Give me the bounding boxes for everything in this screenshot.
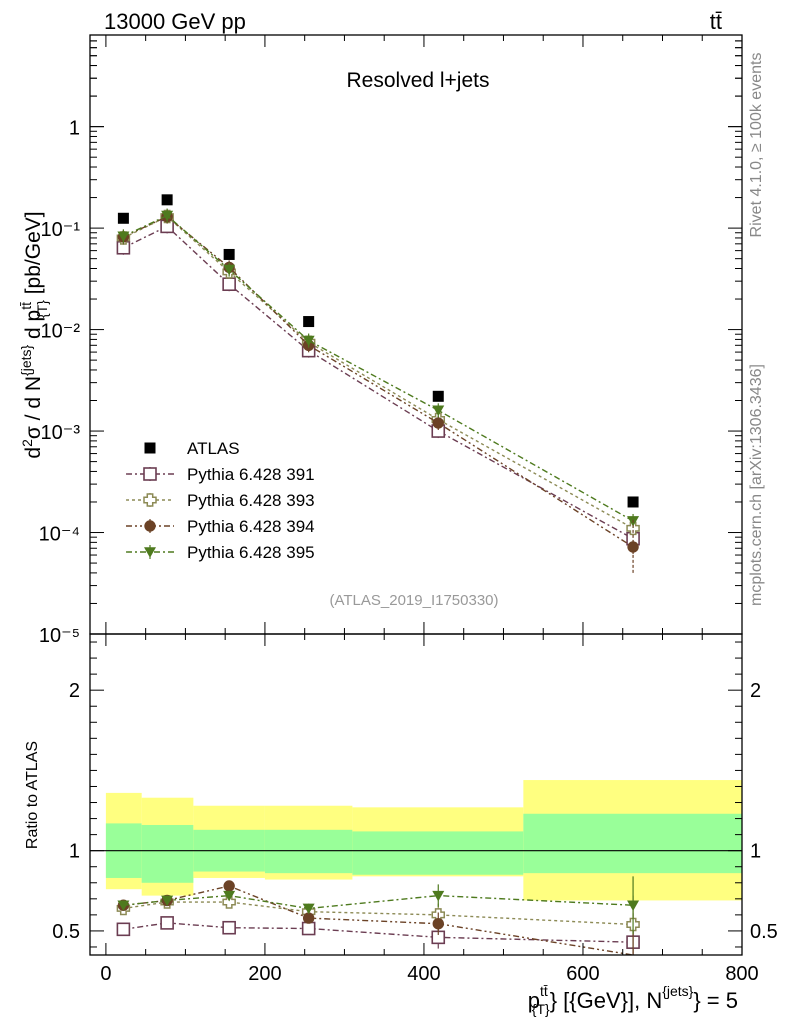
data-point-ratio	[223, 890, 236, 902]
x-tick-label: 0	[100, 963, 111, 985]
data-point-atlas	[303, 316, 315, 328]
data-point-ratio	[627, 900, 640, 911]
data-point-ratio	[432, 890, 445, 902]
y-tick-label-main: 10⁻³	[41, 422, 81, 444]
y-tick-label-ratio-right: 2	[750, 680, 761, 702]
svg-text:d2σ / d N{jets} d ptt̄{T} [pb/: d2σ / d N{jets} d ptt̄{T} [pb/GeV]	[18, 211, 50, 458]
y-tick-label-ratio-right: 0.5	[750, 921, 778, 943]
legend-marker	[143, 493, 157, 507]
main-axes: 10⁻⁵ 10⁻⁴ 10⁻³ 10⁻² 10⁻¹ 1	[39, 34, 743, 647]
y-tick-label-main: 10⁻⁴	[39, 524, 80, 546]
ratio-axes: 0 200 400 600 800 0.5 0.5 1 1 2 2	[52, 634, 778, 985]
y-tick-label-main: 10⁻²	[41, 321, 81, 343]
ratio-data-layer	[90, 780, 742, 956]
data-point-ratio	[432, 918, 444, 930]
legend: ATLAS Pythia 6.428 391 Pythia 6.428 393 Pyt…	[126, 439, 315, 562]
data-point-main	[302, 335, 315, 347]
y-tick-label-ratio: 0.5	[52, 921, 80, 943]
data-point-atlas	[117, 212, 129, 224]
data-point-atlas	[627, 496, 639, 508]
data-point-main	[117, 231, 130, 243]
legend-marker	[143, 467, 157, 481]
data-point-main	[432, 405, 445, 417]
x-tick-label: 400	[407, 963, 440, 985]
y-axis-label-main: d2σ / d N{jets} d ptt̄{T} [pb/GeV]	[18, 211, 50, 458]
data-point-ratio	[116, 922, 131, 937]
x-tick-label: 600	[566, 963, 599, 985]
data-point-main	[161, 210, 174, 222]
legend-label: Pythia 6.428 391	[187, 465, 315, 484]
process-label: tt̄	[710, 9, 722, 34]
data-point-ratio	[302, 903, 315, 915]
energy-label: 13000 GeV pp	[104, 9, 246, 34]
data-point-atlas	[432, 390, 444, 402]
mcplots-label: mcplots.cern.ch [arXiv:1306.3436]	[748, 364, 765, 606]
x-tick-label: 800	[725, 963, 758, 985]
data-point-atlas	[223, 248, 235, 260]
series-line-main-3	[123, 215, 634, 548]
data-point-main	[222, 277, 236, 292]
y-tick-label-main: 10⁻⁵	[39, 625, 80, 647]
data-point-ratio	[301, 921, 316, 936]
data-point-ratio	[302, 912, 315, 924]
data-point-main	[626, 521, 640, 536]
legend-label: Pythia 6.428 394	[187, 517, 315, 536]
data-point-main	[223, 264, 236, 276]
rivet-version-label: Rivet 4.1.0, ≥ 100k events	[748, 53, 765, 238]
y-tick-label-ratio: 1	[69, 841, 80, 863]
data-point-ratio	[222, 895, 236, 909]
y-tick-label-ratio: 2	[69, 680, 80, 702]
data-point-ratio	[117, 900, 130, 911]
legend-label: Pythia 6.428 395	[187, 543, 315, 562]
legend-marker	[144, 520, 156, 532]
series-line-main-1	[123, 225, 634, 540]
data-point-ratio	[223, 880, 235, 892]
series-line-main-2	[123, 215, 634, 529]
svg-text:ptt̄{T}} [{GeV}], N{jets}} = 5: ptt̄ {T}} [{GeV}], N{jets}} = 5	[528, 983, 738, 1017]
analysis-watermark: (ATLAS_2019_I1750330)	[329, 592, 498, 609]
legend-marker-atlas	[144, 442, 156, 454]
main-panel: 10⁻⁵ 10⁻⁴ 10⁻³ 10⁻² 10⁻¹ 1 Resolved l+jets (A…	[39, 34, 743, 647]
x-tick-label: 200	[248, 963, 281, 985]
data-point-main	[432, 417, 444, 429]
data-point-ratio	[161, 895, 174, 907]
series-line-ratio-2	[123, 901, 634, 926]
series-line-ratio-3	[123, 885, 634, 956]
uncertainty-band-inner	[141, 824, 194, 883]
uncertainty-band-inner	[264, 829, 353, 874]
series-line-ratio-1	[123, 922, 634, 943]
uncertainty-band-inner	[523, 813, 742, 874]
chart-title: Resolved l+jets	[347, 69, 490, 92]
y-tick-label-main: 10⁻¹	[41, 219, 81, 241]
series-line-main-4	[123, 214, 634, 522]
legend-label: Pythia 6.428 393	[187, 491, 315, 510]
uncertainty-band-inner	[352, 831, 524, 875]
x-axis-label: ptt̄ {T}} [{GeV}], N{jets}} = 5	[528, 983, 738, 1017]
ratio-panel: 0 200 400 600 800 0.5 0.5 1 1 2 2	[52, 633, 778, 985]
data-point-ratio	[160, 916, 174, 930]
legend-label-atlas: ATLAS	[187, 439, 240, 458]
main-data-layer	[116, 194, 640, 573]
legend-marker	[144, 547, 156, 558]
data-point-ratio	[222, 920, 236, 935]
ratio-frame	[89, 633, 743, 956]
data-point-atlas	[161, 194, 173, 206]
y-tick-label-main: 1	[69, 118, 80, 140]
y-axis-label-ratio: Ratio to ATLAS	[24, 741, 41, 849]
y-tick-label-ratio-right: 1	[750, 841, 761, 863]
